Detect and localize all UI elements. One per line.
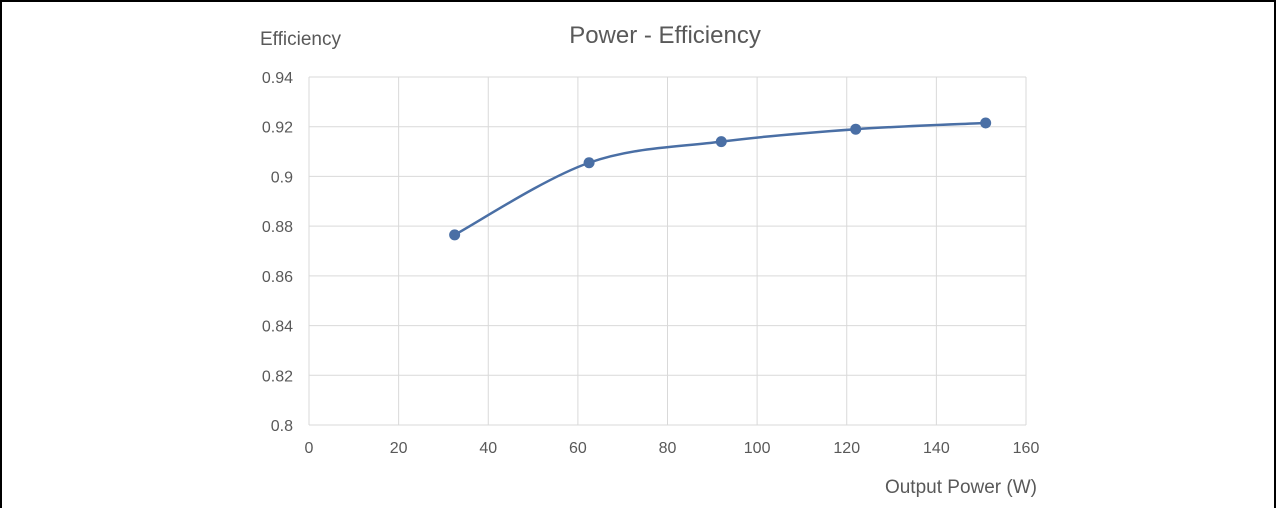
y-tick-label: 0.86 [262,269,293,286]
y-tick-label: 0.92 [262,120,293,137]
data-point [980,117,992,129]
chart-title: Power - Efficiency [569,22,761,49]
x-tick-label: 100 [744,440,771,457]
y-tick-label: 0.82 [262,368,293,385]
x-tick-label: 0 [305,440,314,457]
grid-layer [308,76,1027,426]
tick-layer: 0 20 40 60 80 100 120 140 160 0.8 0.82 0.84 0.86 0.88… [262,70,1040,457]
x-tick-label: 20 [390,440,408,457]
x-axis-title: Output Power (W) [885,477,1037,498]
x-tick-label: 60 [569,440,587,457]
y-tick-label: 0.94 [262,70,293,87]
x-tick-label: 40 [479,440,497,457]
series-layer [449,117,992,241]
x-tick-label: 140 [923,440,950,457]
y-tick-label: 0.8 [271,418,293,435]
data-point [715,136,727,148]
y-tick-label: 0.9 [271,169,293,186]
y-tick-label: 0.84 [262,319,293,336]
data-point [449,229,461,241]
data-point [850,123,862,135]
x-tick-label: 160 [1013,440,1040,457]
x-tick-label: 120 [833,440,860,457]
y-tick-label: 0.88 [262,219,293,236]
data-point [583,157,595,169]
x-tick-label: 80 [659,440,677,457]
y-axis-title: Efficiency [260,29,341,50]
